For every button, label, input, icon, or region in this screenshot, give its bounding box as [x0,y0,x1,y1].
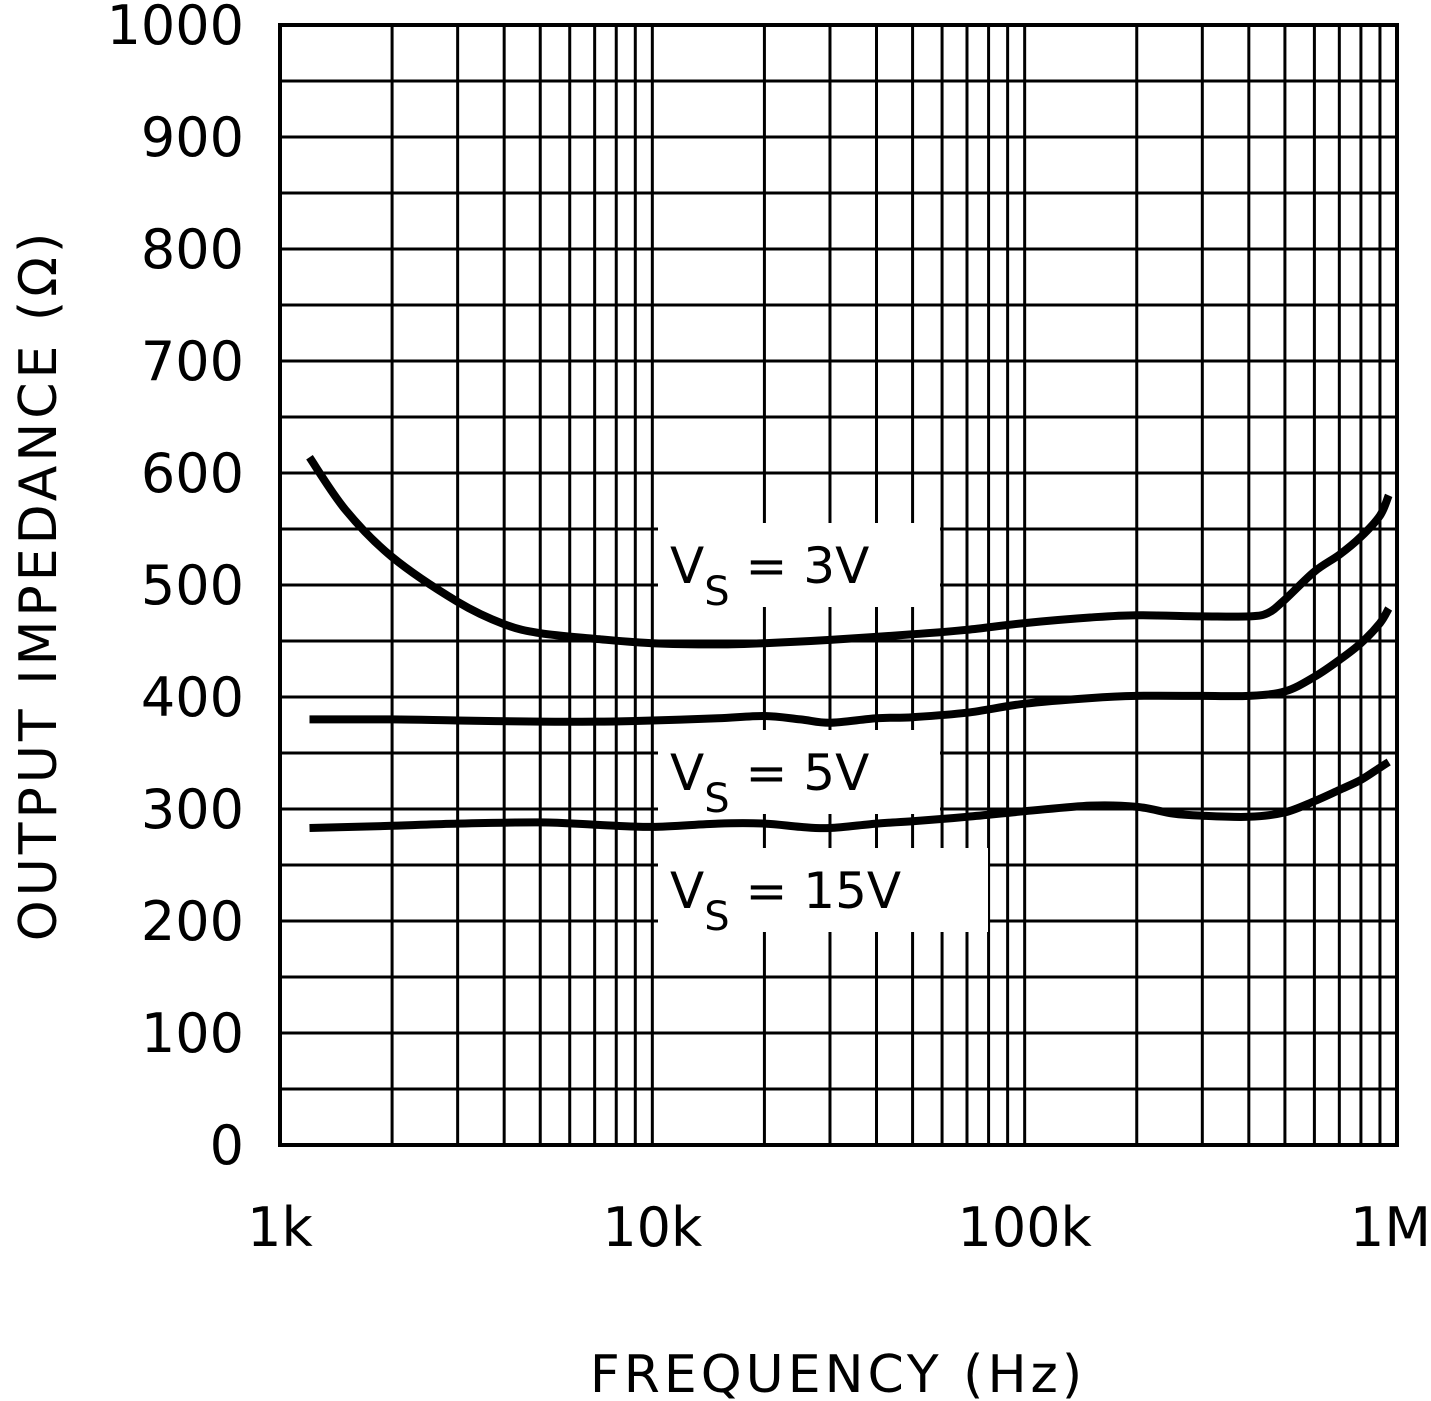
series-line-vs-15v [309,758,1391,833]
series-labels: VS = 3V VS = 5V VS = 15V [658,523,988,940]
series-label-box [658,848,988,932]
y-tick-label: 900 [141,106,244,169]
y-tick-label: 1000 [107,0,244,57]
y-tick-label: 500 [141,554,244,617]
y-tick-labels: 0 100 200 300 400 500 600 700 800 900 1000 [107,0,244,1177]
y-tick-label: 0 [210,1114,244,1177]
y-tick-label: 600 [141,442,244,505]
series-label-box [658,523,940,607]
grid-lines [280,25,1397,1145]
series-label-vs-3v: VS = 3V [670,537,869,615]
y-tick-label: 100 [141,1002,244,1065]
x-axis-title: FREQUENCY (Hz) [590,1345,1086,1401]
y-tick-label: 700 [141,330,244,393]
x-tick-label: 1M [1350,1196,1431,1259]
y-tick-label: 200 [141,890,244,953]
y-axis-title: OUTPUT IMPEDANCE (Ω) [9,229,69,941]
series-label-vs-5v: VS = 5V [670,744,869,822]
series-line-vs-3v [306,455,1393,649]
x-tick-label: 1k [247,1196,313,1259]
x-tick-labels: 1k 10k 100k 1M [247,1196,1431,1259]
data-series [306,455,1393,833]
plot-frame [278,23,1399,1147]
x-tick-label: 100k [957,1196,1092,1259]
series-label-box [658,730,940,814]
x-tick-label: 10k [602,1196,703,1259]
y-tick-label: 300 [141,778,244,841]
series-line-vs-5v [309,606,1393,727]
y-tick-label: 400 [141,666,244,729]
y-tick-label: 800 [141,218,244,281]
series-label-vs-15v: VS = 15V [670,862,901,940]
